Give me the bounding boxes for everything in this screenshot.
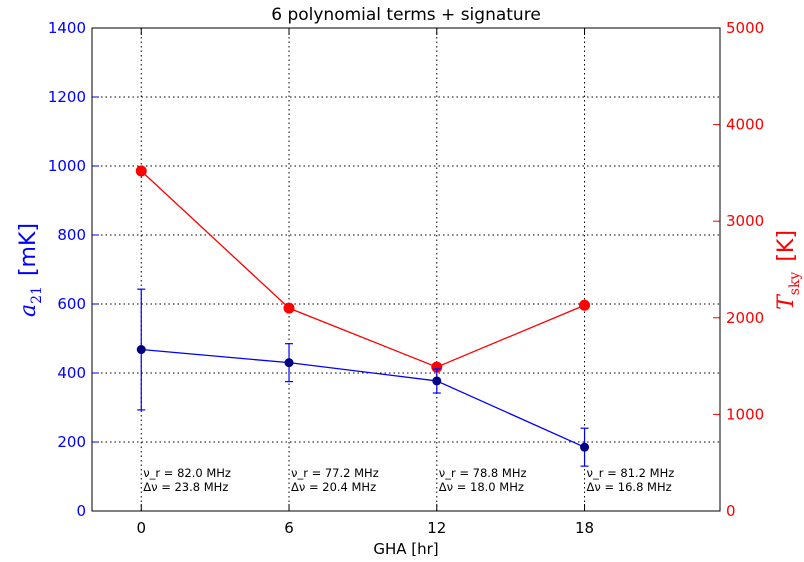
- y-axis-label-left: a21 [mK]: [16, 223, 45, 317]
- left-tick-label: 400: [57, 364, 86, 382]
- left-tick-label: 600: [57, 295, 86, 313]
- y-label-right-units: [K]: [774, 230, 799, 262]
- y-label-right-subscript: sky: [787, 272, 803, 296]
- annotation-line: ν_r = 82.0 MHz: [143, 466, 231, 480]
- annotation-line: ν_r = 77.2 MHz: [291, 466, 379, 480]
- tsky-line: [140, 170, 585, 368]
- tsky-point: [283, 302, 295, 314]
- left-tick-label: 0: [76, 502, 86, 520]
- x-tick-label: 12: [427, 519, 446, 537]
- tsky-series: [135, 165, 591, 373]
- annotation-line: ν_r = 81.2 MHz: [587, 466, 675, 480]
- tsky-point: [135, 165, 147, 177]
- right-tick-label: 0: [726, 502, 736, 520]
- left-tick-label: 800: [57, 226, 86, 244]
- left-tick-label: 200: [57, 433, 86, 451]
- x-axis-ticks: 0 6 12 18: [136, 28, 594, 537]
- right-tick-label: 3000: [726, 212, 764, 230]
- chart-title: 6 polynomial terms + signature: [271, 5, 541, 25]
- annotation-line: Δν = 16.8 MHz: [587, 480, 672, 494]
- right-axis-ticks: 0 1000 2000 3000 4000 5000: [713, 19, 764, 520]
- annotation-line: Δν = 23.8 MHz: [143, 480, 228, 494]
- x-axis-label: GHA [hr]: [373, 540, 438, 558]
- annotation-line: Δν = 20.4 MHz: [291, 480, 376, 494]
- a21-point: [580, 442, 590, 452]
- tsky-point: [431, 361, 443, 373]
- a21-series: [136, 288, 590, 467]
- right-tick-label: 1000: [726, 405, 764, 423]
- a21-point: [136, 345, 146, 355]
- right-tick-label: 2000: [726, 309, 764, 327]
- x-tick-label: 0: [136, 519, 146, 537]
- left-tick-label: 1400: [48, 19, 86, 37]
- a21-line: [141, 348, 585, 448]
- svg-text:a21[mK]: a21 [mK]: [16, 223, 45, 317]
- tsky-point: [579, 299, 591, 311]
- plot-frame: [91, 27, 721, 512]
- annotation-line: Δν = 18.0 MHz: [439, 480, 524, 494]
- right-tick-label: 4000: [726, 116, 764, 134]
- svg-text:Tsky[K]: Tsky [K]: [774, 230, 803, 310]
- a21-point: [284, 358, 294, 368]
- x-tick-label: 6: [284, 519, 294, 537]
- y-label-left-units: [mK]: [16, 223, 41, 276]
- y-label-left-subscript: 21: [29, 286, 45, 304]
- annotation-line: ν_r = 78.8 MHz: [439, 466, 527, 480]
- grid: [92, 28, 720, 511]
- a21-point: [432, 376, 442, 386]
- x-tick-label: 18: [575, 519, 594, 537]
- y-axis-label-right: Tsky [K]: [774, 230, 803, 310]
- y-label-left-symbol: a: [16, 304, 41, 317]
- y-label-right-symbol: T: [774, 293, 799, 310]
- left-tick-label: 1000: [48, 157, 86, 175]
- left-tick-label: 1200: [48, 88, 86, 106]
- right-tick-label: 5000: [726, 19, 764, 37]
- left-axis-ticks: 0 200 400 600 800 1000 1200 1400: [48, 19, 99, 520]
